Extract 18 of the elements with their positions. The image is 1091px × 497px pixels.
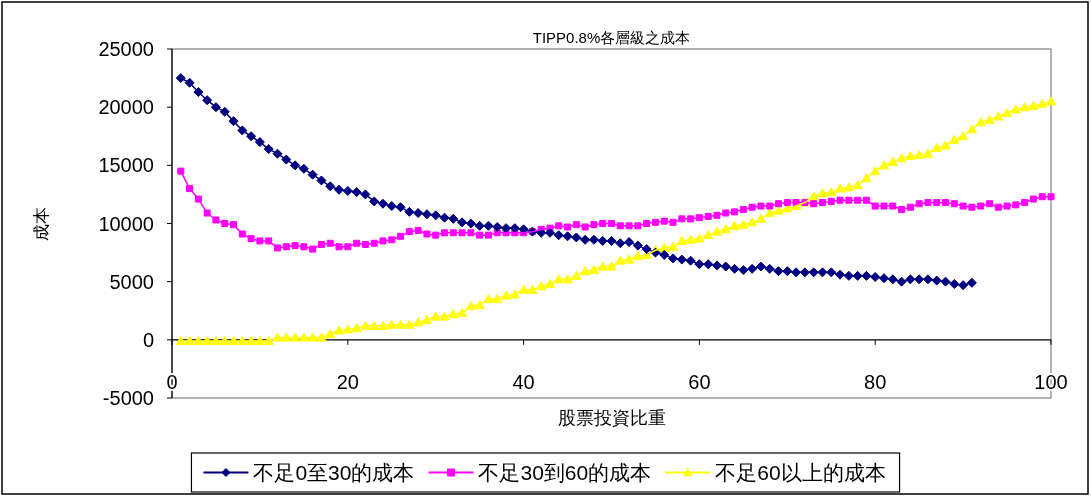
y-tick-label: 5000	[109, 270, 154, 293]
y-tick-label: 15000	[98, 154, 154, 177]
x-tick-label: 40	[512, 370, 535, 393]
legend-label: 不足60以上的成本	[715, 461, 886, 484]
y-tick-label: -5000	[102, 387, 154, 409]
x-tick-label: 60	[688, 370, 711, 393]
y-tick-label: 10000	[98, 212, 154, 235]
x-axis-title: 股票投資比重	[557, 408, 666, 428]
legend-label: 不足0至30的成本	[253, 461, 415, 484]
x-tick-label: 20	[336, 370, 359, 393]
chart-title: TIPP0.8%各層級之成本	[532, 29, 691, 46]
y-tick-label: 0	[142, 328, 154, 351]
y-tick-label: 25000	[98, 38, 154, 60]
x-tick-label: 80	[864, 370, 887, 393]
y-tick-label: 20000	[98, 96, 154, 119]
x-tick-label: 100	[1034, 370, 1068, 393]
legend-label: 不足30到60的成本	[478, 461, 652, 484]
y-axis-title: 成本	[32, 206, 51, 241]
